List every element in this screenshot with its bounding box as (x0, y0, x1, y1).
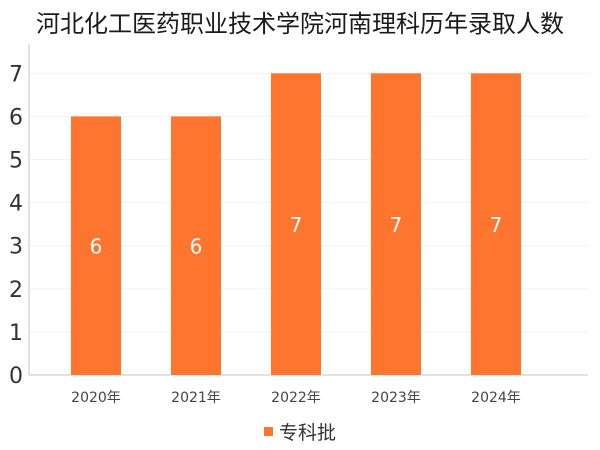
bar (471, 73, 521, 376)
data-label: 7 (290, 213, 303, 237)
y-tick-label: 4 (9, 192, 23, 217)
x-tick-label: 2021年 (171, 390, 221, 406)
bar (371, 73, 421, 376)
y-tick-labels: 0 1 2 3 4 5 6 7 (9, 62, 23, 389)
data-label: 7 (390, 213, 403, 237)
x-tick-label: 2022年 (271, 390, 321, 406)
x-tick-labels: 2020年 2021年 2022年 2023年 2024年 (71, 390, 521, 406)
chart-title: 河北化工医药职业技术学院河南理科历年录取人数 (36, 10, 564, 38)
bars (71, 73, 521, 376)
y-tick-label: 7 (9, 62, 23, 87)
legend[interactable]: 专科批 (0, 418, 600, 445)
y-tick-label: 5 (9, 149, 23, 174)
y-tick-label: 3 (9, 235, 23, 260)
data-labels: 6 6 7 7 7 (90, 213, 503, 259)
y-tick-label: 2 (9, 278, 23, 303)
bar (271, 73, 321, 376)
x-tick-label: 2023年 (371, 390, 421, 406)
y-tick-label: 6 (9, 105, 23, 130)
y-tick-label: 0 (9, 364, 23, 389)
x-tick-label: 2020年 (71, 390, 121, 406)
bar (171, 116, 221, 376)
bar (71, 116, 121, 376)
data-label: 6 (190, 235, 203, 259)
legend-label: 专科批 (278, 422, 336, 444)
legend-swatch (263, 427, 273, 436)
data-label: 6 (90, 235, 103, 259)
x-tick-label: 2024年 (471, 390, 521, 406)
y-tick-label: 1 (9, 321, 23, 346)
data-label: 7 (490, 213, 503, 237)
